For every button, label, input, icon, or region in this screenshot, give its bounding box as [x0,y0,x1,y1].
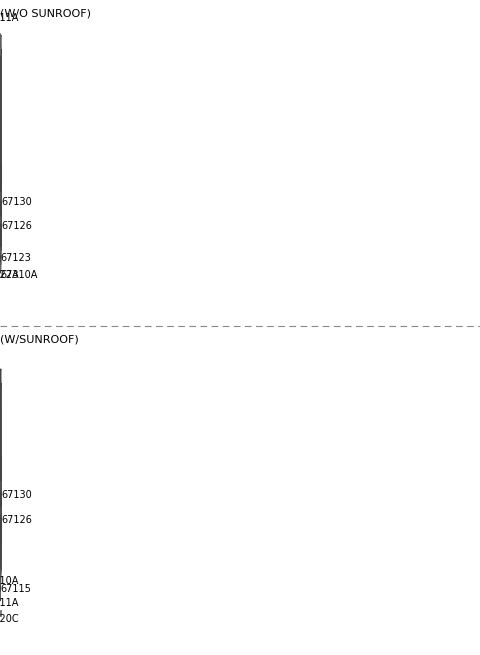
Text: 67310A: 67310A [0,271,37,280]
Text: 67120C: 67120C [0,614,19,624]
Text: 67130: 67130 [1,490,32,500]
Text: (W/O SUNROOF): (W/O SUNROOF) [0,8,91,18]
Text: 67111A: 67111A [0,13,19,24]
Text: 67111A: 67111A [0,598,19,608]
Text: 67122A: 67122A [0,271,19,280]
Text: 67123: 67123 [1,253,32,263]
Polygon shape [0,383,1,580]
Polygon shape [0,49,1,250]
Text: 67130: 67130 [1,197,32,207]
Text: 67115: 67115 [0,584,32,594]
Text: (W/SUNROOF): (W/SUNROOF) [0,334,79,344]
Text: 67310A: 67310A [0,576,19,586]
Text: 67126: 67126 [1,515,32,525]
Text: 67126: 67126 [1,221,32,231]
